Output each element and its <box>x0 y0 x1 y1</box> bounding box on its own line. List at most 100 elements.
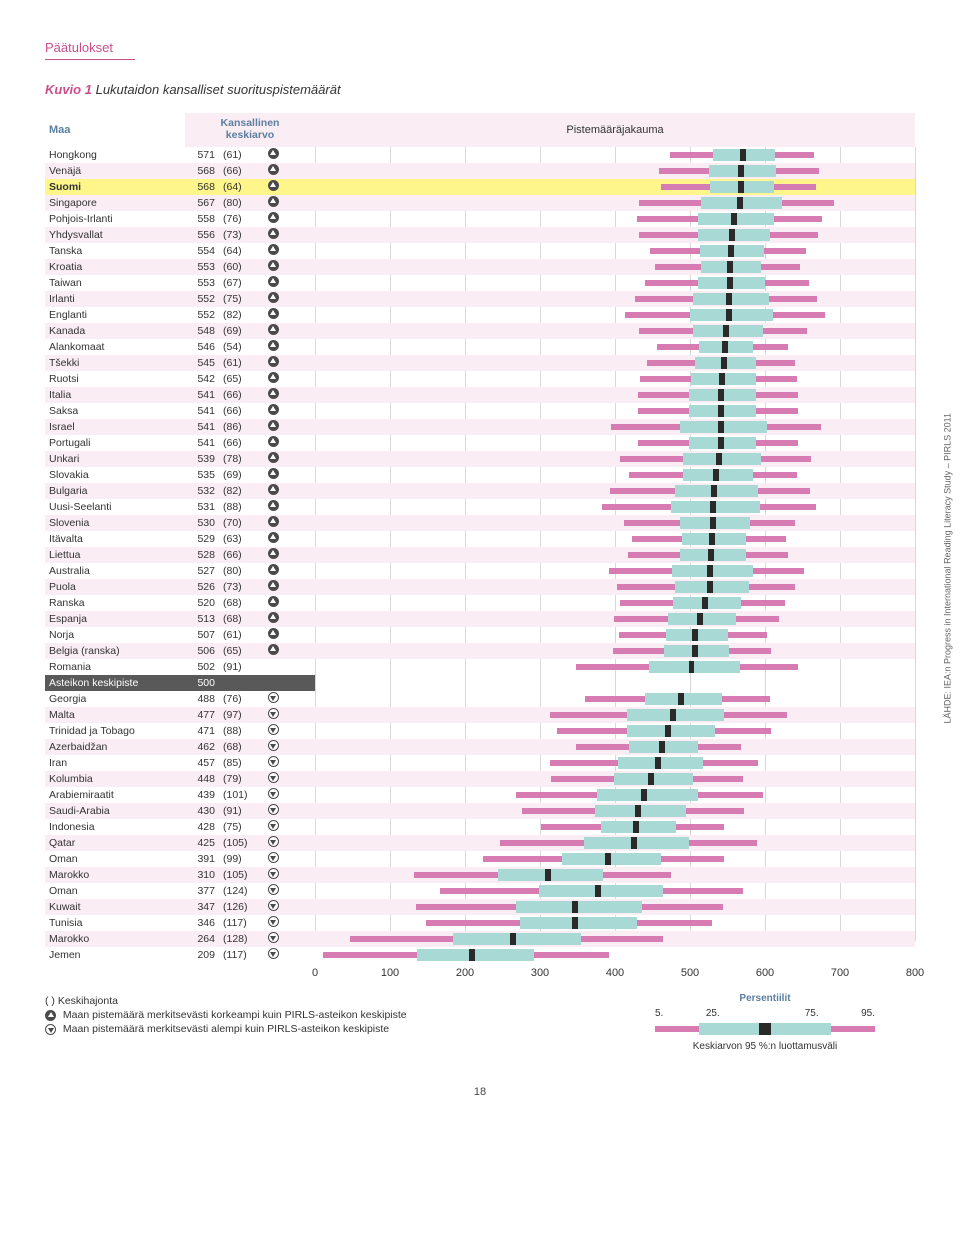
country-name: Yhdysvallat <box>45 229 185 241</box>
country-sd: (85) <box>219 757 261 769</box>
distribution-bar <box>315 629 915 641</box>
country-sd: (75) <box>219 821 261 833</box>
table-row: Taiwan553(67) <box>45 275 315 291</box>
country-mean: 541 <box>185 389 219 401</box>
up-note-text: Maan pistemäärä merkitsevästi korkeampi … <box>63 1009 407 1021</box>
country-symbol <box>261 852 285 866</box>
country-sd: (82) <box>219 485 261 497</box>
country-symbol <box>261 612 285 626</box>
country-sd: (68) <box>219 597 261 609</box>
table-row: Qatar425(105) <box>45 835 315 851</box>
chart-row <box>315 403 915 419</box>
country-sd: (91) <box>219 661 261 673</box>
down-arrow-icon <box>268 884 279 895</box>
chart-row <box>315 419 915 435</box>
table-row: Ranska520(68) <box>45 595 315 611</box>
country-name: Venäjä <box>45 165 185 177</box>
distribution-bar <box>315 325 915 337</box>
up-arrow-icon <box>268 340 279 351</box>
country-name: Indonesia <box>45 821 185 833</box>
table-row: Irlanti552(75) <box>45 291 315 307</box>
country-sd: (61) <box>219 629 261 641</box>
country-name: Oman <box>45 853 185 865</box>
country-sd: (101) <box>219 789 261 801</box>
country-symbol <box>261 276 285 290</box>
country-sd: (70) <box>219 517 261 529</box>
country-name: Belgia (ranska) <box>45 645 185 657</box>
table-row: Malta477(97) <box>45 707 315 723</box>
country-symbol <box>261 900 285 914</box>
country-sd: (76) <box>219 213 261 225</box>
country-mean: 568 <box>185 181 219 193</box>
up-arrow-icon <box>268 372 279 383</box>
country-mean: 520 <box>185 597 219 609</box>
country-name: Australia <box>45 565 185 577</box>
up-arrow-icon <box>268 628 279 639</box>
header-avg-l2: keskiarvo <box>226 129 274 141</box>
chart-row <box>315 851 915 867</box>
table-row: Liettua528(66) <box>45 547 315 563</box>
table-row: Kroatia553(60) <box>45 259 315 275</box>
country-symbol <box>261 292 285 306</box>
down-arrow-icon <box>268 756 279 767</box>
chart-row <box>315 819 915 835</box>
down-arrow-icon <box>268 900 279 911</box>
chart-row <box>315 883 915 899</box>
table-row: Slovakia535(69) <box>45 467 315 483</box>
up-arrow-icon <box>268 532 279 543</box>
country-sd: (54) <box>219 341 261 353</box>
country-name: Kolumbia <box>45 773 185 785</box>
country-mean: 310 <box>185 869 219 881</box>
up-arrow-icon <box>268 324 279 335</box>
table-row: Oman391(99) <box>45 851 315 867</box>
country-sd: (97) <box>219 709 261 721</box>
distribution-bar <box>315 597 915 609</box>
header-avg-l1: Kansallinen <box>221 117 280 129</box>
country-sd: (66) <box>219 389 261 401</box>
down-arrow-icon <box>268 948 279 959</box>
table-row: Espanja513(68) <box>45 611 315 627</box>
p25-label: 25. <box>706 1008 720 1019</box>
country-symbol <box>261 772 285 786</box>
p95-label: 95. <box>861 1008 875 1019</box>
country-mean: 553 <box>185 277 219 289</box>
chart-row <box>315 563 915 579</box>
country-name: Slovenia <box>45 517 185 529</box>
country-sd: (61) <box>219 149 261 161</box>
chart-row <box>315 371 915 387</box>
country-symbol <box>261 372 285 386</box>
country-name: Itävalta <box>45 533 185 545</box>
country-sd: (65) <box>219 645 261 657</box>
down-note: Maan pistemäärä merkitsevästi alempi kui… <box>45 1023 615 1035</box>
down-arrow-icon <box>268 772 279 783</box>
country-name: Malta <box>45 709 185 721</box>
table-row: Saudi-Arabia430(91) <box>45 803 315 819</box>
p75-label: 75. <box>805 1008 819 1019</box>
country-sd: (124) <box>219 885 261 897</box>
chart-row <box>315 211 915 227</box>
table-header: Maa Kansallinen keskiarvo <box>45 113 315 147</box>
country-mean: 209 <box>185 949 219 961</box>
country-symbol <box>261 932 285 946</box>
country-name: Norja <box>45 629 185 641</box>
country-sd: (80) <box>219 565 261 577</box>
chart-row <box>315 867 915 883</box>
country-symbol <box>261 644 285 658</box>
table-row: Jemen209(117) <box>45 947 315 963</box>
distribution-bar <box>315 549 915 561</box>
table-row: Ruotsi542(65) <box>45 371 315 387</box>
up-arrow-icon <box>268 196 279 207</box>
country-mean: 448 <box>185 773 219 785</box>
country-name: Qatar <box>45 837 185 849</box>
country-sd: (75) <box>219 293 261 305</box>
country-sd: (73) <box>219 581 261 593</box>
chart-row <box>315 787 915 803</box>
up-arrow-icon <box>268 228 279 239</box>
country-symbol <box>261 596 285 610</box>
distribution-bar <box>315 245 915 257</box>
up-arrow-icon <box>268 260 279 271</box>
country-mean: 556 <box>185 229 219 241</box>
distribution-bar <box>315 421 915 433</box>
country-symbol <box>261 580 285 594</box>
distribution-bar <box>315 741 915 753</box>
